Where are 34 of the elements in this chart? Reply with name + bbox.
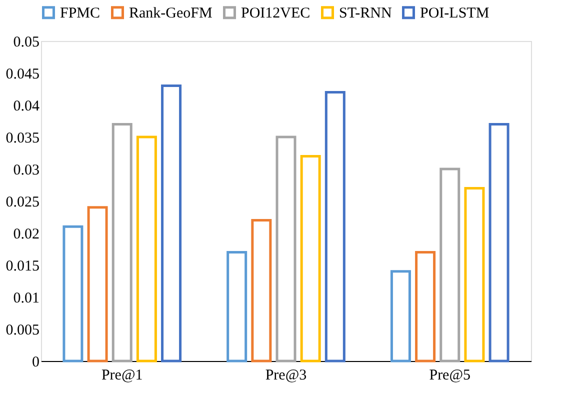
y-tick-label: 0	[32, 354, 40, 370]
y-tick-label: 0.035	[6, 130, 40, 146]
legend-label: ST-RNN	[339, 6, 392, 22]
x-tick-label: Pre@5	[429, 368, 471, 384]
legend-label: FPMC	[60, 6, 100, 22]
bar	[87, 206, 108, 362]
bar	[464, 186, 485, 362]
legend-label: POI-LSTM	[420, 6, 490, 22]
bar	[161, 84, 182, 362]
bar	[62, 225, 84, 362]
y-tick-label: 0.015	[6, 258, 40, 274]
legend-label: Rank-GeoFM	[129, 6, 212, 22]
bar	[300, 154, 321, 362]
y-tick-label: 0.045	[6, 66, 40, 82]
y-tick-label: 0.04	[13, 98, 40, 114]
y-tick-label: 0.01	[13, 290, 40, 306]
bar	[324, 90, 346, 362]
legend-label: POI12VEC	[241, 6, 310, 22]
bar	[488, 122, 510, 362]
y-tick-label: 0.03	[13, 162, 40, 178]
bar	[440, 168, 460, 362]
bar	[112, 122, 132, 362]
x-tick-label: Pre@3	[265, 368, 307, 384]
y-tick-label: 0.05	[13, 34, 40, 50]
bar	[136, 136, 157, 362]
y-tick-label: 0.005	[6, 322, 40, 338]
bar	[226, 250, 248, 362]
x-tick-label: Pre@1	[101, 368, 143, 384]
y-tick-label: 0.02	[13, 226, 40, 242]
y-tick-label: 0.025	[6, 194, 40, 210]
bar	[276, 136, 296, 362]
bar	[251, 218, 272, 362]
bar	[390, 270, 411, 362]
bar	[415, 250, 436, 362]
